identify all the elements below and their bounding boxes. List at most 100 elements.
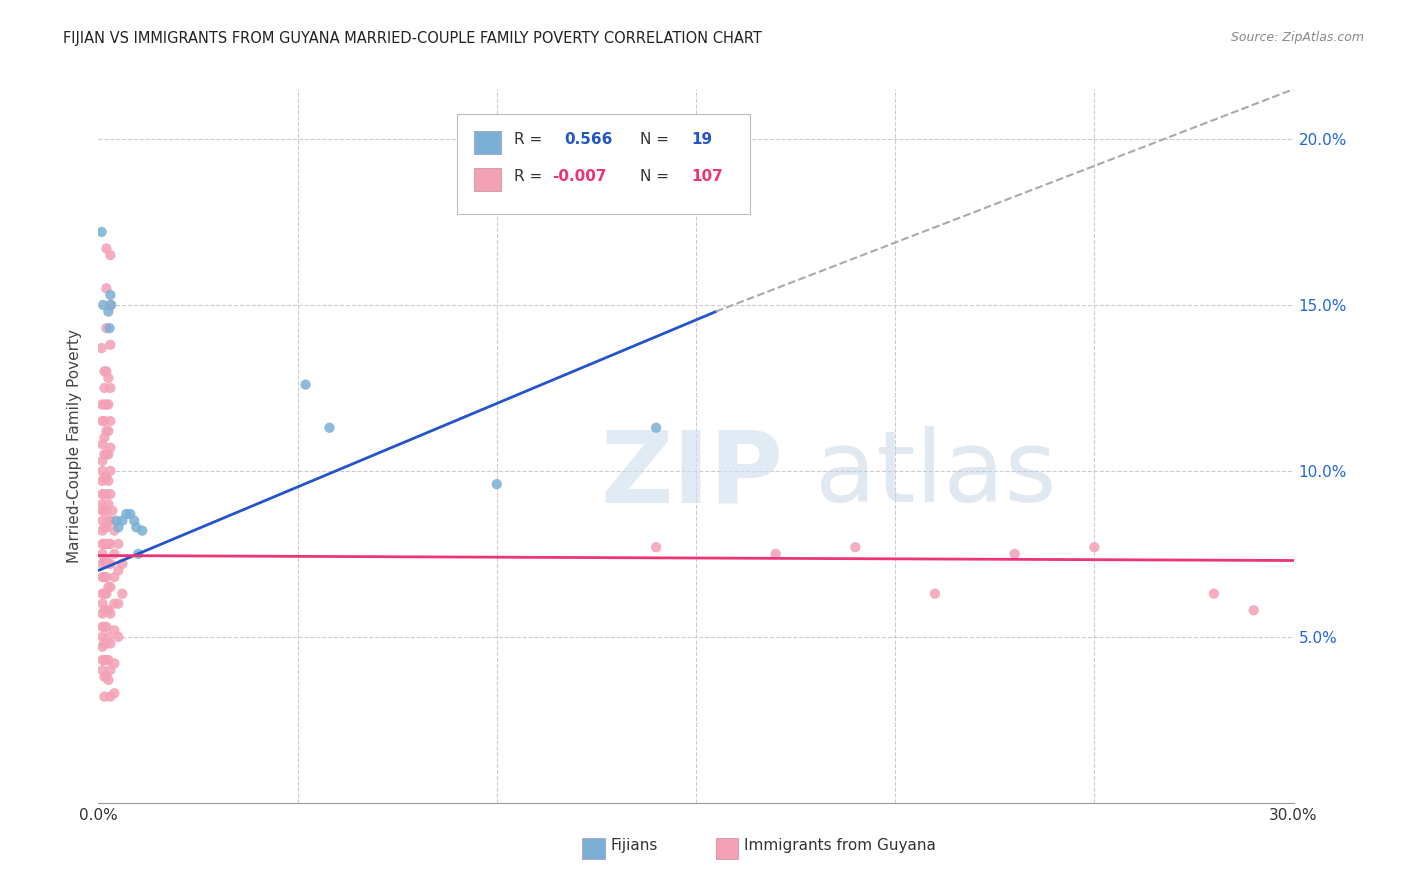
Point [1243,603,1265,617]
Point [91,474,114,488]
Point [103,657,125,671]
Point [1004,547,1026,561]
Point [96,470,118,484]
Point [91,663,114,677]
Point [96,487,118,501]
Point [91,557,114,571]
Point [101,504,124,518]
Point [97,630,120,644]
Point [96,321,118,335]
Point [93,364,115,378]
Point [96,504,118,518]
Point [98,441,122,455]
Point [98,607,122,621]
Point [107,630,129,644]
FancyBboxPatch shape [457,114,749,214]
Point [91,537,114,551]
Point [111,587,134,601]
Point [103,570,125,584]
Point [91,630,114,644]
Point [93,636,115,650]
Text: -0.007: -0.007 [553,169,607,184]
Point [97,304,120,318]
Point [91,653,114,667]
Point [111,514,134,528]
Point [91,620,114,634]
Text: 19: 19 [692,132,713,146]
Point [96,653,118,667]
Point [96,620,118,634]
Point [98,690,122,704]
Text: Immigrants from Guyana: Immigrants from Guyana [744,838,935,853]
Point [93,397,115,411]
Point [93,414,115,428]
Point [103,686,125,700]
Point [93,653,115,667]
Point [765,547,787,561]
Point [93,690,115,704]
Point [485,477,508,491]
Point [91,464,114,478]
Point [93,537,115,551]
Point [97,397,120,411]
Point [91,414,114,428]
Point [96,397,118,411]
Point [97,514,120,528]
Point [91,587,114,601]
Point [93,670,115,684]
Point [93,381,115,395]
FancyBboxPatch shape [474,169,501,191]
Point [98,464,122,478]
Point [98,580,122,594]
Point [97,371,120,385]
Point [125,520,148,534]
Point [93,504,115,518]
Point [96,520,118,534]
Text: ZIP: ZIP [600,426,783,523]
Point [111,557,134,571]
Point [96,603,118,617]
Point [97,603,120,617]
Point [91,487,114,501]
Point [98,557,122,571]
Point [107,520,129,534]
Point [91,397,114,411]
Point [98,381,122,395]
Text: Fijians: Fijians [610,838,658,853]
Text: N =: N = [640,169,673,184]
Text: 0.566: 0.566 [565,132,613,146]
Point [97,673,120,687]
Point [91,570,114,584]
Point [318,421,340,435]
Point [96,537,118,551]
Point [96,424,118,438]
Point [127,547,149,561]
Point [115,507,138,521]
Point [103,547,125,561]
Point [93,553,115,567]
Point [90,341,112,355]
Text: atlas: atlas [815,426,1057,523]
Point [120,507,142,521]
Point [96,553,118,567]
Point [98,537,122,551]
Point [97,474,120,488]
FancyBboxPatch shape [474,131,501,154]
Point [107,537,129,551]
Point [645,540,668,554]
Point [96,364,118,378]
Y-axis label: Married-Couple Family Poverty: Married-Couple Family Poverty [67,329,83,563]
Point [91,597,114,611]
Point [97,424,120,438]
Point [91,497,114,511]
Point [91,514,114,528]
Point [97,537,120,551]
Point [98,321,121,335]
Point [96,281,118,295]
Point [124,514,146,528]
Point [105,514,128,528]
Point [1202,587,1225,601]
Point [107,597,129,611]
Point [924,587,946,601]
Point [98,414,122,428]
